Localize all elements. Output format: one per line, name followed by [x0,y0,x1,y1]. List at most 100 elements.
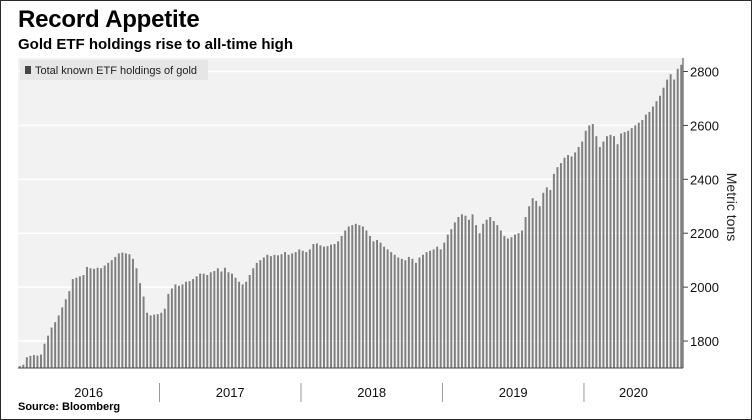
bar [457,217,460,368]
x-tick-label: 2017 [216,385,245,400]
bar [93,268,96,368]
bar [482,223,485,368]
bar [478,233,481,368]
bar [666,79,669,368]
bar [347,226,350,368]
bar [627,130,630,368]
bar [255,262,258,368]
bar [227,272,230,368]
bar [68,291,71,368]
bar [174,284,177,368]
bar [181,284,184,368]
bar [89,268,92,368]
bar [262,257,265,368]
bar [330,244,333,368]
bar [36,355,39,368]
bar [231,273,233,368]
bar [545,187,548,368]
bar [404,260,407,368]
bar [139,283,142,368]
bar [662,87,665,369]
bar [177,285,180,368]
bar [365,230,368,368]
bar [223,267,226,368]
bar [71,279,74,368]
bar [542,192,545,368]
x-tick-label: 2016 [74,385,103,400]
legend-background [20,60,208,80]
bar [422,254,424,368]
bar [680,64,683,369]
bar [414,262,417,368]
bar [443,242,446,368]
bar [602,141,605,368]
bar [18,366,21,368]
bar [135,268,138,368]
bar [623,132,626,368]
bar [574,152,577,368]
bar [22,364,25,368]
bar [432,249,435,368]
bar [241,284,244,368]
bar [117,253,120,368]
bar [436,246,439,368]
bar [312,244,315,368]
bar [517,233,520,368]
bar [167,293,170,368]
legend: Total known ETF holdings of gold [20,60,208,80]
bar [128,254,131,368]
bar [308,249,311,368]
bar [319,245,322,368]
bar [333,244,336,368]
bar [351,225,354,368]
bar [605,136,608,368]
bar [298,249,301,368]
bar [273,254,276,368]
bar [521,230,524,368]
bar [570,156,573,368]
bar [160,312,163,368]
bar [114,256,117,368]
bar [82,275,85,368]
y-axis: 1800 2000 2200 2400 2600 2800 [682,58,719,368]
bar [655,101,658,368]
bar [379,242,382,368]
bar [577,146,580,368]
bar [407,256,410,368]
bar [552,173,555,368]
bar [588,125,591,368]
chart-subtitle: Gold ETF holdings rise to all-time high [18,36,294,53]
bar [464,215,467,368]
bar [75,277,78,368]
bar [170,288,173,368]
bar [61,307,64,368]
bar [315,243,318,368]
bar [206,275,209,368]
y-tick-label: 2800 [690,64,719,79]
bar [489,217,492,368]
bar [386,249,389,368]
x-tick-label: 2020 [619,385,648,400]
bar-series [18,64,683,369]
bar [506,238,509,368]
bar [269,256,272,368]
bar [648,111,651,368]
bar [100,268,103,368]
bar [32,355,35,368]
bar [29,355,32,368]
bar [673,79,676,368]
bar [616,144,619,368]
bar [439,249,442,368]
bar [146,312,149,368]
bar [591,124,594,368]
bar [676,68,679,368]
y-tick-label: 2200 [690,226,719,241]
bar [259,260,262,368]
bar [393,254,396,368]
bar [287,254,290,368]
bar [209,272,212,368]
bar [453,222,456,368]
bar [213,270,216,368]
bar [195,276,198,368]
